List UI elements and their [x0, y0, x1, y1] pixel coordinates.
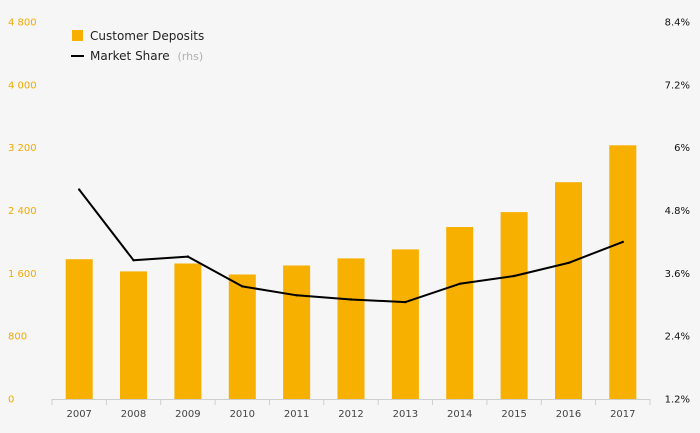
x-tick-label-2015: 2015 [501, 409, 526, 420]
y-right-tick-label: 7.2% [665, 80, 690, 91]
y-right-tick-label: 2.4% [665, 332, 690, 343]
bar-deposits-2008 [120, 271, 147, 399]
axes-layer: 2007 2008 2009 2010 2011 2012 2013 2014 2015 2016… [8, 18, 690, 421]
point-market-share-2016 [567, 261, 570, 265]
bar-deposits-2007 [65, 259, 93, 399]
x-tick-label-2017: 2017 [610, 409, 635, 420]
bar-deposits-2014 [446, 227, 474, 399]
legend-label-market-share-suffix: (rhs) [178, 50, 204, 63]
bar-deposits-2015 [500, 212, 528, 399]
y-right-tick-label: 1.2% [665, 395, 690, 406]
y-right-tick-label: 3.6% [665, 269, 690, 280]
bar-deposits-2011 [283, 265, 311, 399]
bars-layer [65, 145, 637, 399]
point-market-share-2012 [349, 298, 353, 301]
x-tick-label-2007: 2007 [66, 409, 91, 420]
y-left-tick-label: 4 000 [8, 80, 37, 91]
x-tick-label-2008: 2008 [121, 409, 146, 420]
y-right-tick-label: 8.4% [665, 18, 690, 29]
legend-label-deposits: Customer Deposits [90, 29, 204, 43]
legend-label-market-share: Market Share (rhs) [90, 49, 203, 63]
bar-deposits-2010 [228, 274, 256, 399]
bar-deposits-2017 [609, 145, 637, 399]
y-left-tick-label: 4 800 [8, 18, 37, 29]
y-left-tick-label: 800 [8, 332, 27, 343]
y-right-tick-label: 4.8% [665, 206, 690, 217]
bar-deposits-2016 [555, 182, 582, 399]
y-left-tick-label: 3 200 [8, 143, 37, 154]
y-right-tick-label: 6% [674, 143, 690, 154]
legend-label-market-share-name: Market Share [90, 49, 170, 63]
bar-deposits-2012 [337, 258, 365, 399]
x-tick-label-2010: 2010 [230, 409, 255, 420]
x-tick-label-2011: 2011 [284, 409, 309, 420]
point-market-share-2009 [186, 255, 190, 258]
point-market-share-2008 [132, 259, 135, 262]
x-tick-label-2012: 2012 [338, 409, 363, 420]
bar-deposits-2009 [174, 263, 202, 399]
x-tick-label-2009: 2009 [175, 409, 200, 420]
x-tick-label-2013: 2013 [393, 409, 418, 420]
legend: Customer Deposits Market Share (rhs) [71, 29, 204, 63]
point-market-share-2013 [404, 300, 407, 304]
y-left-tick-label: 1 600 [8, 269, 37, 280]
y-left-tick-label: 2 400 [8, 206, 37, 217]
point-market-share-2011 [295, 294, 298, 297]
line-layer [78, 188, 624, 304]
point-market-share-2014 [458, 282, 461, 285]
x-tick-label-2014: 2014 [447, 409, 472, 420]
point-market-share-2017 [621, 240, 624, 244]
x-tick-label-2016: 2016 [556, 409, 581, 420]
point-market-share-2015 [512, 274, 516, 278]
point-market-share-2010 [241, 285, 244, 288]
legend-swatch-deposits [72, 30, 83, 41]
bar-deposits-2013 [391, 249, 419, 399]
y-left-tick-label: 0 [8, 395, 14, 406]
point-market-share-2007 [78, 188, 81, 191]
